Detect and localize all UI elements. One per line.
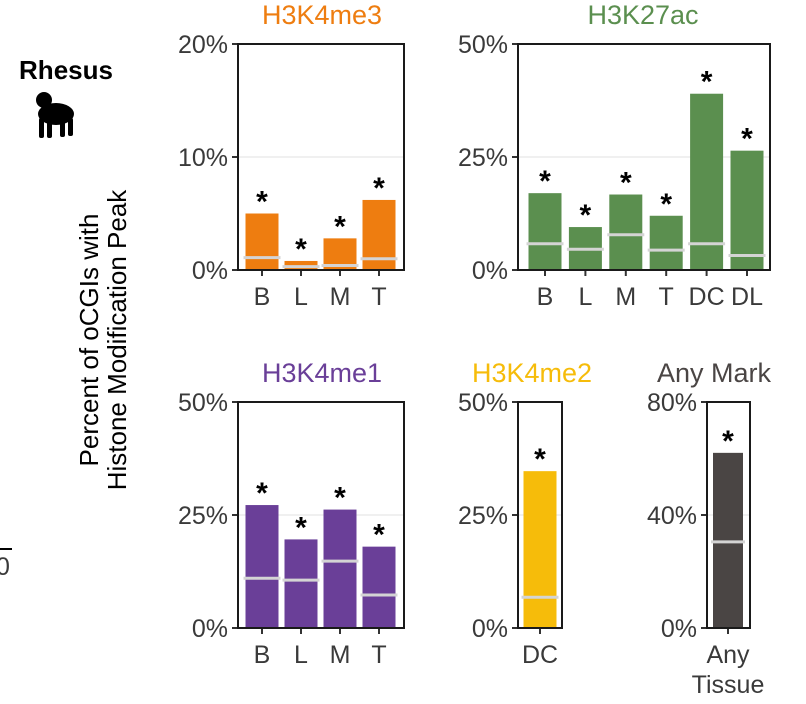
bar-t <box>362 546 396 628</box>
bar-t <box>649 215 683 270</box>
significance-star: * <box>620 167 632 200</box>
panel-h3k4me3: H3K4me3 * B * L * M * T 0% 10% 20% <box>178 0 405 311</box>
y-tick-label: 40% <box>647 502 697 530</box>
species-label: Rhesus <box>19 55 113 85</box>
y-tick-label: 25% <box>458 144 508 172</box>
facet-title: H3K4me3 <box>262 0 382 30</box>
category-label: DL <box>731 283 763 311</box>
panel-border <box>517 401 563 629</box>
significance-star: * <box>373 519 385 552</box>
significance-star: * <box>722 425 734 458</box>
category-label: T <box>659 283 674 311</box>
significance-star: * <box>334 210 346 243</box>
category-label: L <box>294 283 308 311</box>
facet-title: H3K4me1 <box>262 358 382 388</box>
y-tick-label: 25% <box>178 502 228 530</box>
bar-m <box>609 194 643 270</box>
significance-star: * <box>741 123 753 156</box>
facet-title: H3K4me2 <box>472 358 592 388</box>
category-label: Any <box>706 641 750 669</box>
bar-dc <box>523 471 557 628</box>
category-label: L <box>578 283 592 311</box>
panel-border <box>237 43 405 271</box>
y-tick-label: 0% <box>192 615 228 643</box>
significance-star: * <box>660 188 672 221</box>
bar-b <box>245 505 279 628</box>
bar-l <box>284 539 318 628</box>
significance-star: * <box>373 172 385 205</box>
bar-dl <box>730 150 764 270</box>
edge-fragment: 0 <box>0 553 10 581</box>
y-tick-label: 50% <box>458 31 508 59</box>
panel-border <box>517 43 771 271</box>
category-label: B <box>254 283 271 311</box>
significance-star: * <box>256 477 268 510</box>
panel-border <box>237 401 405 629</box>
category-label: Tissue <box>692 671 765 699</box>
category-label: T <box>371 641 386 669</box>
y-tick-label: 0% <box>192 257 228 285</box>
significance-star: * <box>295 511 307 544</box>
category-label: T <box>371 283 386 311</box>
category-label: B <box>254 641 271 669</box>
monkey-icon <box>36 92 74 138</box>
category-label: DC <box>522 641 558 669</box>
bar-m <box>323 509 357 628</box>
panel-h3k4me2: H3K4me2 * DC 0% 25% 50% <box>458 358 592 669</box>
y-axis-title-line2: Histone Modification Peak <box>102 189 132 491</box>
bar-b <box>528 193 562 270</box>
significance-star: * <box>334 482 346 515</box>
y-axis-title: Percent of oCGIs with Histone Modificati… <box>74 189 132 491</box>
y-tick-label: 0% <box>472 257 508 285</box>
panel-border <box>706 401 751 629</box>
y-tick-label: 80% <box>647 389 697 417</box>
significance-star: * <box>256 186 268 219</box>
category-label: L <box>294 641 308 669</box>
significance-star: * <box>580 199 592 232</box>
category-label: M <box>330 641 351 669</box>
y-tick-label: 25% <box>458 502 508 530</box>
y-tick-label: 50% <box>458 389 508 417</box>
significance-star: * <box>295 233 307 266</box>
category-label: DC <box>689 283 725 311</box>
y-tick-label: 10% <box>178 144 228 172</box>
y-tick-label: 50% <box>178 389 228 417</box>
category-label: M <box>330 283 351 311</box>
significance-star: * <box>701 66 713 99</box>
y-tick-label: 20% <box>178 31 228 59</box>
facet-title: Any Mark <box>657 358 772 388</box>
facet-title: H3K27ac <box>587 0 698 30</box>
y-tick-label: 0% <box>661 615 697 643</box>
category-label: B <box>537 283 554 311</box>
significance-star: * <box>534 443 546 476</box>
bar-b <box>245 213 279 270</box>
y-axis-title-line1: Percent of oCGIs with <box>74 214 104 467</box>
panel-h3k4me1: H3K4me1 * B * L * M * T 0% 25% 50% <box>178 358 405 669</box>
y-tick-label: 0% <box>472 615 508 643</box>
panel-h3k27ac: H3K27ac * B * L * M * T * DC * DL 0% 25% 50% <box>458 0 771 311</box>
category-label: M <box>615 283 636 311</box>
bar-dc <box>690 93 724 270</box>
significance-star: * <box>539 165 551 198</box>
